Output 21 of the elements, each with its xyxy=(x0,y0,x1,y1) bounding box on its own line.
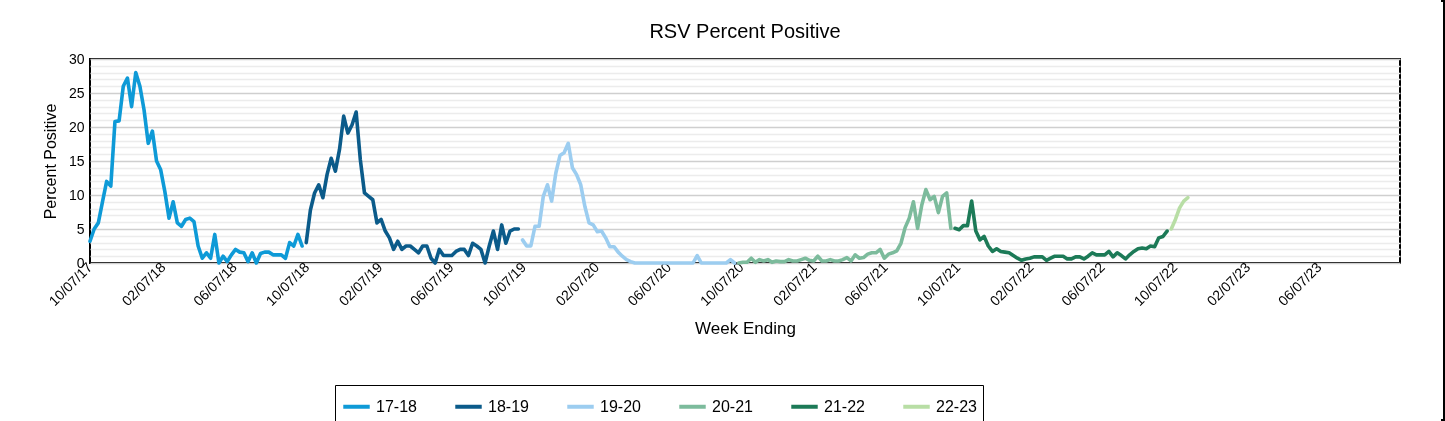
legend-label: 18-19 xyxy=(488,397,530,415)
line-series xyxy=(736,187,953,265)
line-series xyxy=(304,110,521,265)
y-axis-title: Percent Positive xyxy=(41,103,59,220)
line-series xyxy=(520,141,737,265)
legend-label: 22-23 xyxy=(936,397,978,415)
line-series xyxy=(1169,195,1190,231)
y-tick-label: 30 xyxy=(68,50,85,67)
y-tick-label: 10 xyxy=(68,186,85,203)
line-series xyxy=(953,199,1169,263)
legend-label: 21-22 xyxy=(824,397,866,415)
line-series xyxy=(88,70,304,265)
legend-label: 19-20 xyxy=(600,397,642,415)
legend-label: 17-18 xyxy=(376,397,418,415)
x-axis-title: Week Ending xyxy=(695,318,796,338)
y-tick-label: 25 xyxy=(68,84,85,101)
y-tick-label: 20 xyxy=(68,118,85,135)
legend-label: 20-21 xyxy=(712,397,754,415)
y-tick-label: 5 xyxy=(76,220,85,237)
y-tick-label: 15 xyxy=(68,152,85,169)
chart-title: RSV Percent Positive xyxy=(649,20,841,42)
